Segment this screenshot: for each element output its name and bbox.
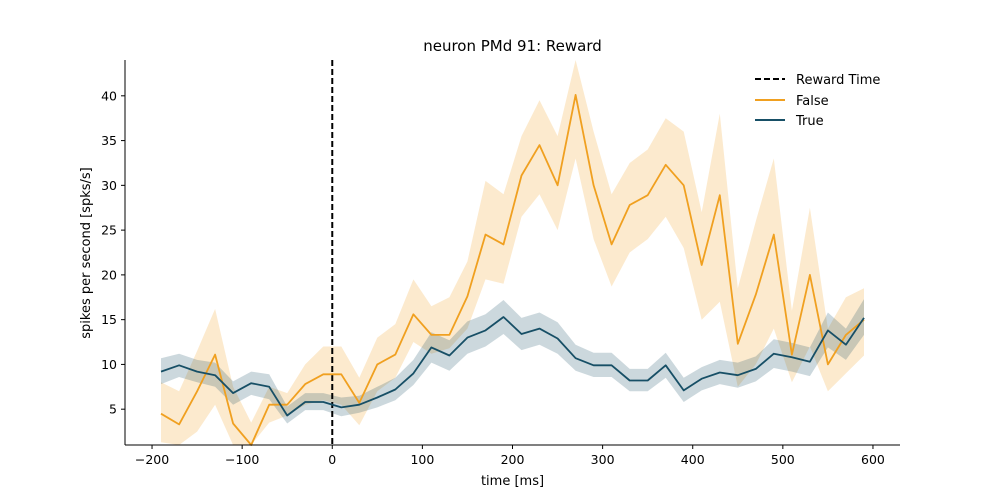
chart-title: neuron PMd 91: Reward [423, 37, 602, 55]
legend-label-reward-time: Reward Time [796, 73, 880, 88]
legend: Reward Time False True [755, 73, 880, 129]
x-tick-label: −200 [135, 452, 169, 467]
series-line-true [160, 316, 865, 417]
x-axis-label: time [ms] [481, 474, 544, 489]
series-line-false [160, 94, 865, 446]
y-tick-label: 35 [101, 133, 117, 148]
plot-area [160, 60, 865, 446]
y-tick-label: 5 [109, 402, 117, 417]
x-tick-label: 200 [501, 452, 525, 467]
axes: −200 −100 0 100 200 300 400 500 600 5 10 15 20 25 30 35… [101, 60, 900, 467]
x-tick-label: 0 [328, 452, 336, 467]
x-tick-label: −100 [225, 452, 259, 467]
y-tick-label: 30 [101, 178, 117, 193]
legend-label-false: False [796, 94, 829, 109]
confidence-band-true [161, 299, 864, 424]
x-tick-label: 500 [771, 452, 795, 467]
y-tick-label: 20 [101, 267, 117, 282]
x-tick-label: 400 [681, 452, 705, 467]
y-axis-label: spikes per second [spks/s] [79, 167, 94, 338]
y-tick-label: 40 [101, 88, 117, 103]
x-tick-label: 600 [861, 452, 885, 467]
y-tick-label: 10 [101, 357, 117, 372]
x-tick-label: 300 [591, 452, 615, 467]
legend-label-true: True [795, 114, 824, 129]
x-tick-label: 100 [410, 452, 434, 467]
y-tick-label: 15 [101, 312, 117, 327]
y-tick-label: 25 [101, 223, 117, 238]
confidence-band-false [161, 60, 864, 445]
